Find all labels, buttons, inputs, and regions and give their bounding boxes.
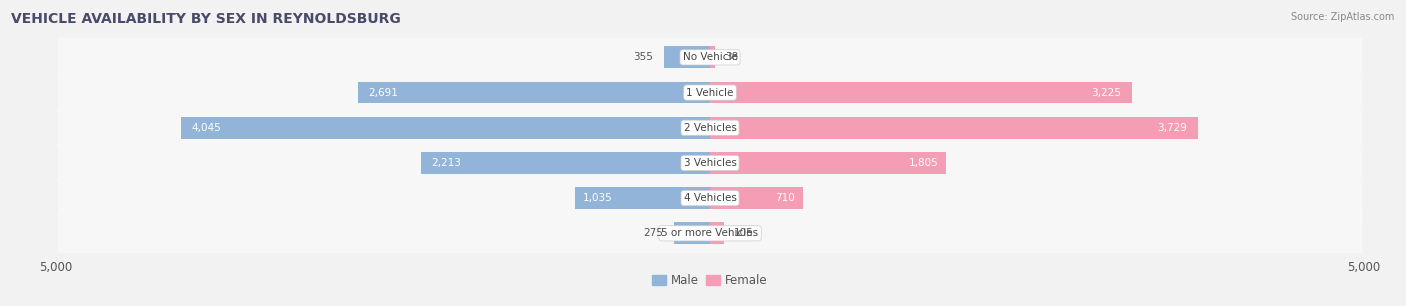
Text: 1,035: 1,035 — [582, 193, 612, 203]
FancyBboxPatch shape — [56, 112, 1364, 143]
FancyBboxPatch shape — [56, 42, 1364, 73]
Bar — [664, 47, 710, 68]
Text: 355: 355 — [633, 52, 654, 62]
FancyBboxPatch shape — [58, 178, 1362, 218]
Text: 1 Vehicle: 1 Vehicle — [686, 88, 734, 98]
Text: 105: 105 — [734, 228, 754, 238]
Text: 275: 275 — [644, 228, 664, 238]
Text: 4,045: 4,045 — [191, 123, 221, 133]
Text: 2 Vehicles: 2 Vehicles — [683, 123, 737, 133]
FancyBboxPatch shape — [58, 38, 1362, 77]
Bar — [710, 187, 803, 209]
Bar — [181, 117, 710, 139]
Text: VEHICLE AVAILABILITY BY SEX IN REYNOLDSBURG: VEHICLE AVAILABILITY BY SEX IN REYNOLDSB… — [11, 12, 401, 26]
FancyBboxPatch shape — [56, 77, 1364, 108]
Bar — [710, 82, 1132, 103]
Text: 2,213: 2,213 — [432, 158, 461, 168]
Text: 2,691: 2,691 — [368, 88, 398, 98]
FancyBboxPatch shape — [56, 183, 1364, 214]
Text: 1,805: 1,805 — [908, 158, 938, 168]
Text: 710: 710 — [775, 193, 794, 203]
Bar — [673, 222, 710, 244]
Bar — [710, 47, 716, 68]
Legend: Male, Female: Male, Female — [648, 269, 772, 292]
Text: 38: 38 — [725, 52, 738, 62]
Bar — [420, 152, 710, 174]
FancyBboxPatch shape — [58, 214, 1362, 253]
Bar — [575, 187, 710, 209]
FancyBboxPatch shape — [58, 73, 1362, 112]
FancyBboxPatch shape — [56, 218, 1364, 249]
FancyBboxPatch shape — [56, 147, 1364, 178]
Bar — [710, 117, 1198, 139]
FancyBboxPatch shape — [58, 143, 1362, 183]
Text: 5 or more Vehicles: 5 or more Vehicles — [661, 228, 759, 238]
Text: 3,225: 3,225 — [1091, 88, 1121, 98]
Text: 4 Vehicles: 4 Vehicles — [683, 193, 737, 203]
Text: No Vehicle: No Vehicle — [682, 52, 738, 62]
Bar — [710, 152, 946, 174]
Text: 3 Vehicles: 3 Vehicles — [683, 158, 737, 168]
Text: 3,729: 3,729 — [1157, 123, 1187, 133]
Text: Source: ZipAtlas.com: Source: ZipAtlas.com — [1291, 12, 1395, 22]
FancyBboxPatch shape — [58, 108, 1362, 147]
Bar — [710, 222, 724, 244]
Bar — [359, 82, 710, 103]
